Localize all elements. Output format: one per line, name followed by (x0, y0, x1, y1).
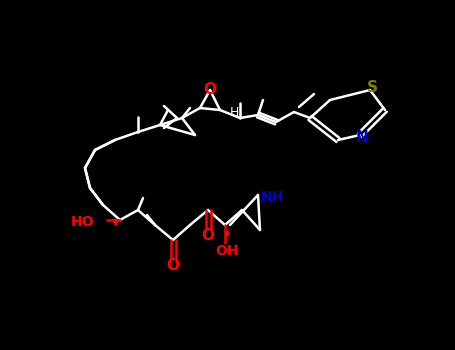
Text: NH: NH (261, 190, 284, 204)
Text: O: O (202, 229, 214, 244)
Text: S: S (366, 80, 378, 96)
Text: OH: OH (215, 244, 239, 258)
Text: O: O (167, 259, 180, 273)
Text: N: N (356, 130, 369, 145)
Text: O: O (203, 82, 217, 97)
Text: HO: HO (71, 215, 94, 229)
Text: H: H (230, 105, 239, 119)
